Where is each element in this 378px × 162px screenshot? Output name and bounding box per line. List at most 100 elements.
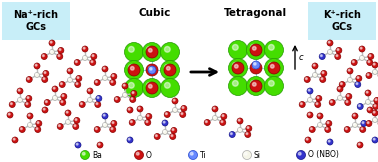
Text: K⁺-rich
GCs: K⁺-rich GCs xyxy=(323,10,361,32)
Circle shape xyxy=(361,57,362,58)
Circle shape xyxy=(42,107,48,113)
Text: Na⁺-rich
GCs: Na⁺-rich GCs xyxy=(14,10,59,32)
FancyBboxPatch shape xyxy=(308,2,376,40)
Circle shape xyxy=(322,72,324,74)
Circle shape xyxy=(74,59,80,65)
Circle shape xyxy=(359,56,364,60)
Circle shape xyxy=(254,63,256,65)
Circle shape xyxy=(75,142,81,148)
Circle shape xyxy=(35,64,37,66)
Circle shape xyxy=(96,103,98,104)
Circle shape xyxy=(164,46,170,52)
Circle shape xyxy=(373,119,375,120)
Circle shape xyxy=(35,127,41,133)
Circle shape xyxy=(339,81,345,87)
Circle shape xyxy=(268,45,274,50)
Circle shape xyxy=(336,47,342,53)
Circle shape xyxy=(327,139,333,145)
Circle shape xyxy=(59,49,61,51)
Circle shape xyxy=(327,122,329,123)
Circle shape xyxy=(131,90,137,96)
Circle shape xyxy=(79,102,85,108)
Circle shape xyxy=(92,55,94,57)
Circle shape xyxy=(338,87,340,89)
Circle shape xyxy=(228,58,248,77)
Circle shape xyxy=(26,76,32,82)
Circle shape xyxy=(94,80,100,86)
Circle shape xyxy=(372,117,378,122)
Circle shape xyxy=(110,80,116,86)
Circle shape xyxy=(308,89,310,91)
Circle shape xyxy=(347,95,349,97)
Circle shape xyxy=(76,61,77,63)
Circle shape xyxy=(317,97,319,98)
Circle shape xyxy=(355,81,361,87)
Circle shape xyxy=(58,47,64,53)
Circle shape xyxy=(246,125,252,131)
Circle shape xyxy=(313,74,315,75)
Circle shape xyxy=(321,78,323,80)
Circle shape xyxy=(307,98,313,103)
Circle shape xyxy=(111,128,113,130)
Circle shape xyxy=(309,127,315,133)
Circle shape xyxy=(229,132,235,138)
Circle shape xyxy=(161,79,180,98)
Circle shape xyxy=(326,120,332,126)
Circle shape xyxy=(250,44,262,56)
Circle shape xyxy=(145,120,151,126)
Circle shape xyxy=(98,143,100,145)
Circle shape xyxy=(345,128,347,130)
Circle shape xyxy=(265,76,284,96)
Circle shape xyxy=(357,142,363,148)
Circle shape xyxy=(164,64,170,70)
Circle shape xyxy=(146,82,158,94)
Circle shape xyxy=(58,55,60,57)
Circle shape xyxy=(131,98,133,100)
Circle shape xyxy=(65,110,71,116)
Circle shape xyxy=(321,70,327,76)
Circle shape xyxy=(338,96,342,100)
Circle shape xyxy=(137,106,143,112)
Circle shape xyxy=(238,119,240,121)
Circle shape xyxy=(130,67,134,70)
Text: Cubic: Cubic xyxy=(139,8,171,18)
Circle shape xyxy=(344,127,350,133)
Circle shape xyxy=(228,40,248,59)
Circle shape xyxy=(349,79,350,80)
Circle shape xyxy=(132,92,134,93)
Circle shape xyxy=(96,128,97,130)
Circle shape xyxy=(319,53,325,59)
Circle shape xyxy=(245,152,247,155)
Circle shape xyxy=(143,79,161,98)
Circle shape xyxy=(170,133,176,139)
Circle shape xyxy=(61,93,67,99)
Circle shape xyxy=(213,107,215,109)
Circle shape xyxy=(246,133,248,135)
Circle shape xyxy=(162,120,168,126)
Circle shape xyxy=(330,101,332,103)
Circle shape xyxy=(12,137,18,143)
Circle shape xyxy=(298,152,301,155)
Circle shape xyxy=(181,113,183,115)
Circle shape xyxy=(222,115,224,116)
Circle shape xyxy=(336,55,338,57)
Circle shape xyxy=(372,69,378,75)
Circle shape xyxy=(111,81,113,83)
Circle shape xyxy=(301,103,302,104)
Circle shape xyxy=(149,67,152,70)
Circle shape xyxy=(373,63,375,65)
Circle shape xyxy=(328,51,330,52)
Circle shape xyxy=(180,111,186,117)
Circle shape xyxy=(112,75,114,76)
Circle shape xyxy=(368,53,374,59)
Circle shape xyxy=(352,61,354,63)
Circle shape xyxy=(374,105,376,107)
Circle shape xyxy=(50,41,52,43)
Circle shape xyxy=(366,121,372,127)
Circle shape xyxy=(124,60,144,80)
Circle shape xyxy=(147,82,152,88)
Circle shape xyxy=(65,120,71,125)
Circle shape xyxy=(146,64,158,76)
Circle shape xyxy=(310,128,312,130)
Circle shape xyxy=(250,80,262,92)
